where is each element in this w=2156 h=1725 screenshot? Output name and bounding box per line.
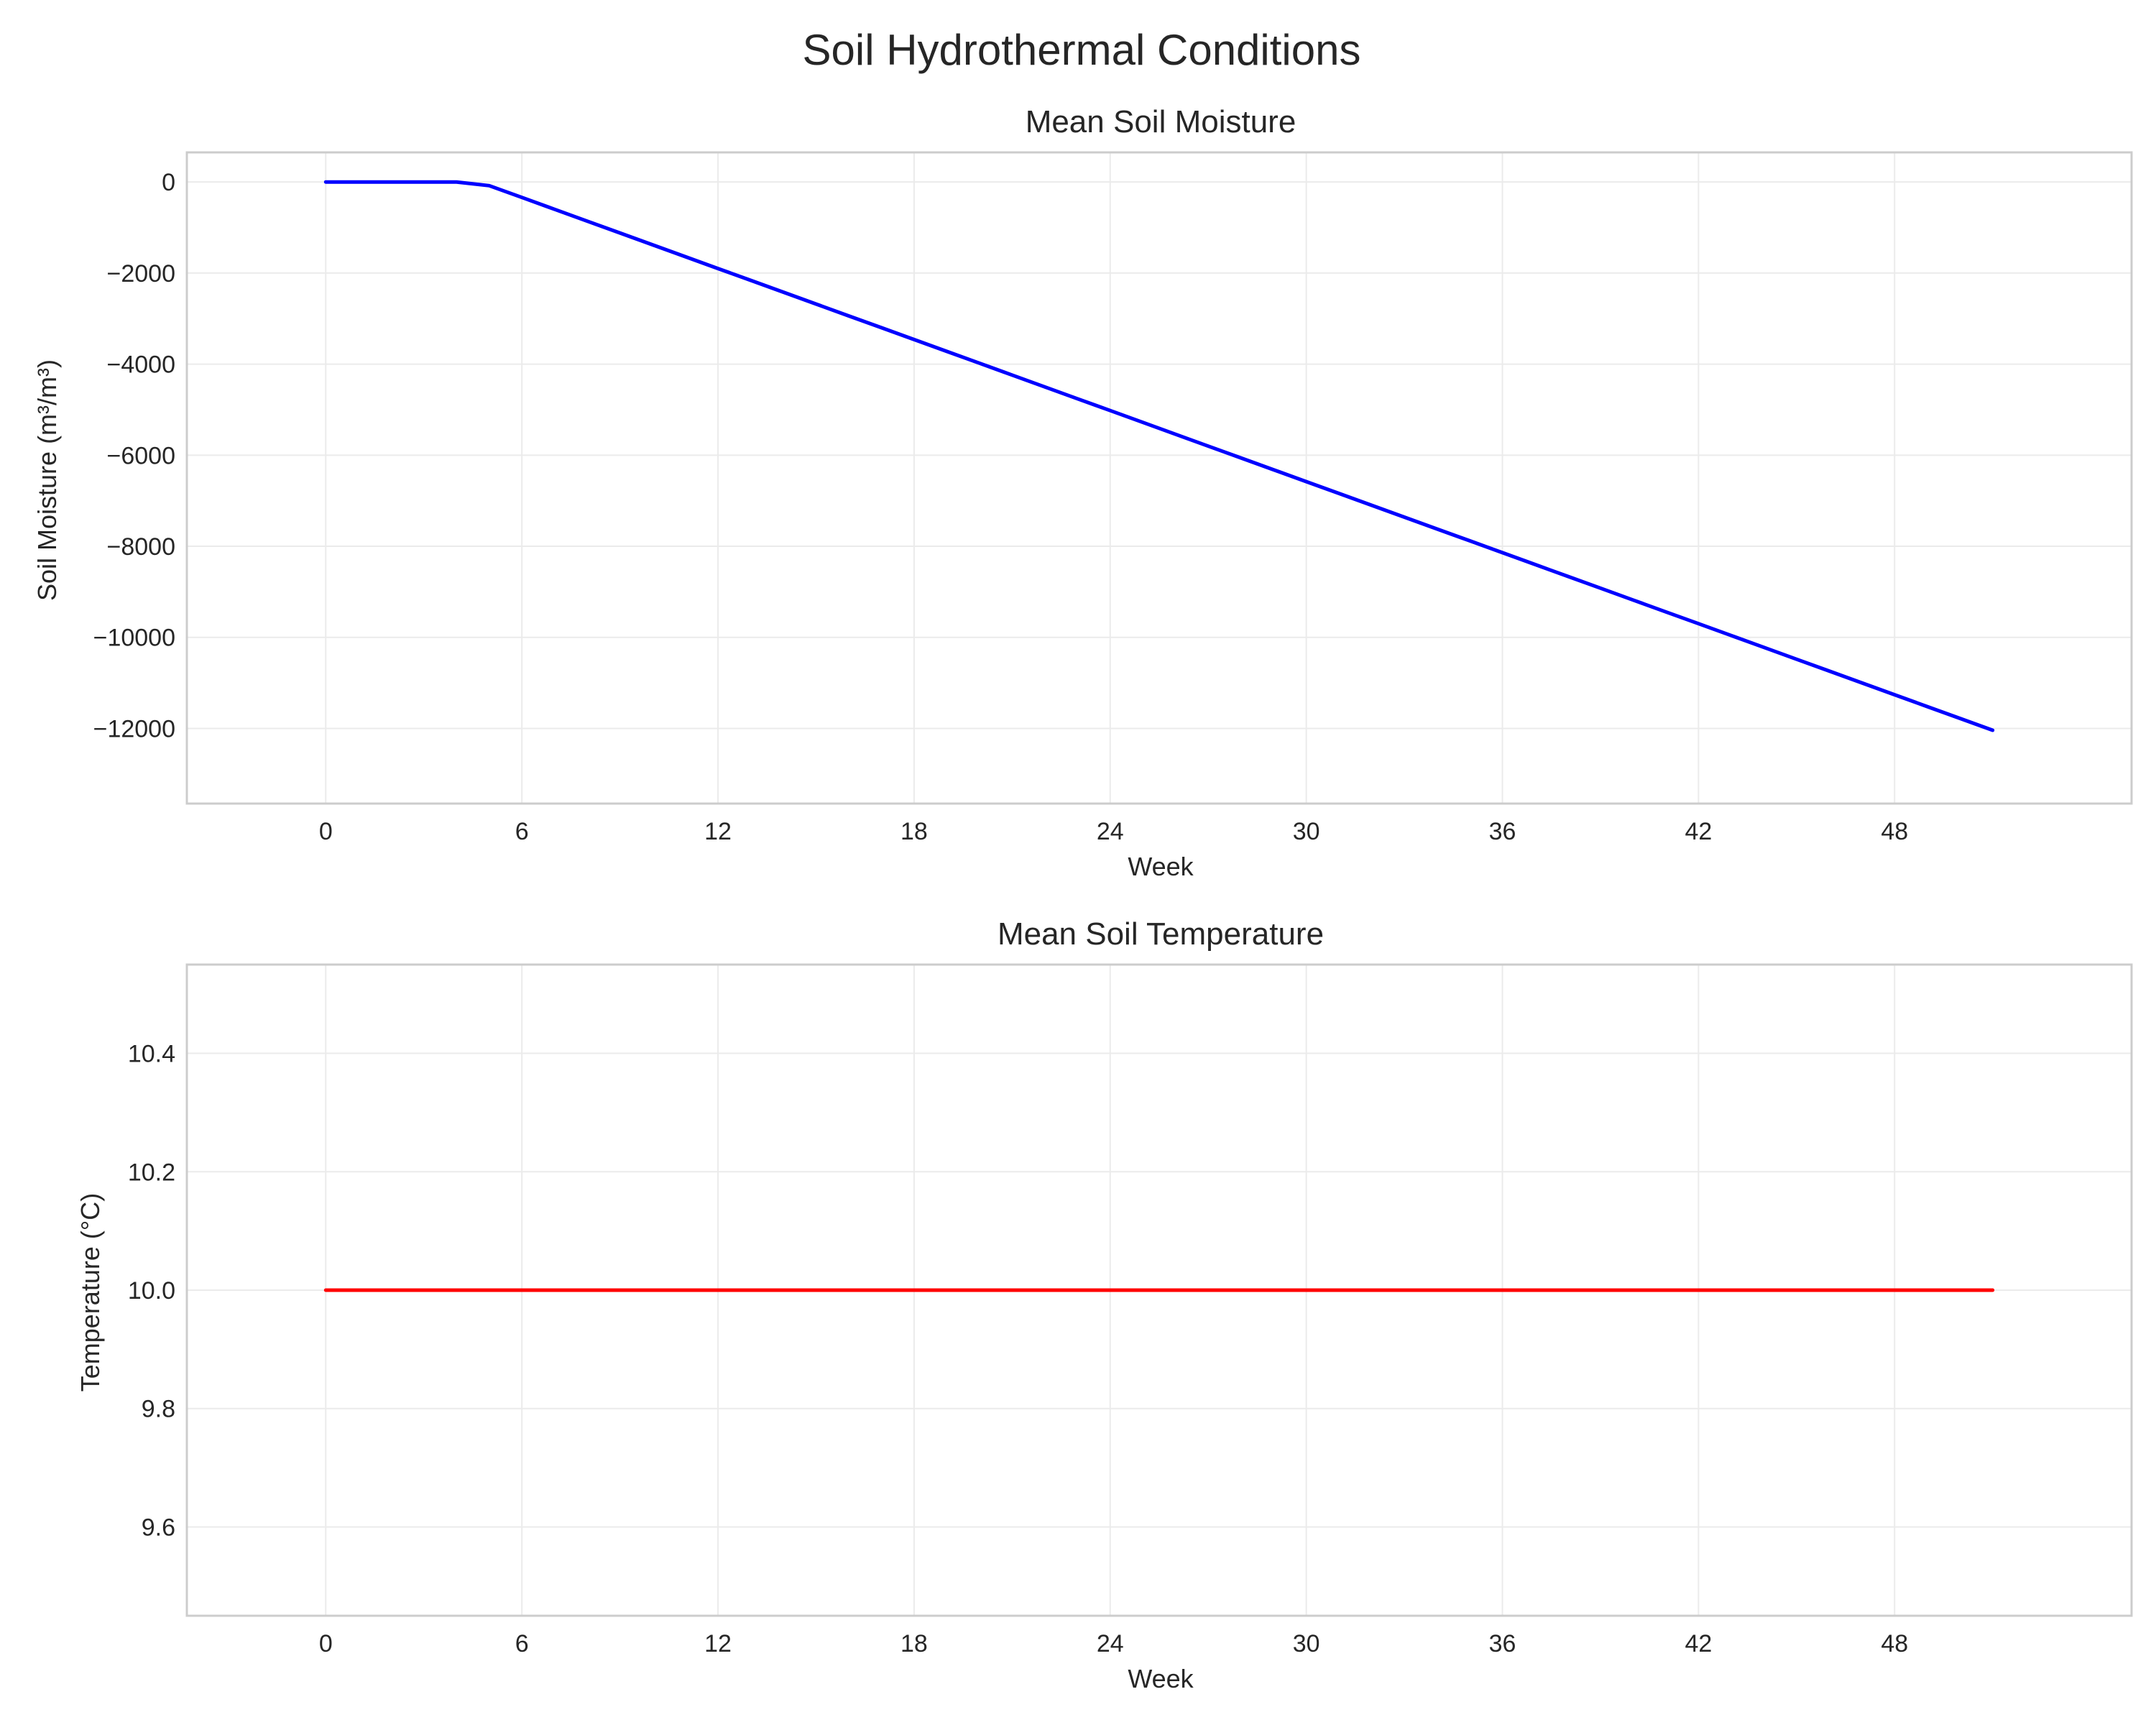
temperature-y-axis-label: Temperature (°C) bbox=[75, 1193, 105, 1392]
temperature-chart-title: Mean Soil Temperature bbox=[998, 916, 1324, 952]
figure-title: Soil Hydrothermal Conditions bbox=[802, 26, 1360, 74]
moisture-y-tick-label: −8000 bbox=[107, 533, 176, 561]
moisture-y-axis-label: Soil Moisture (m³/m³) bbox=[32, 359, 62, 601]
temperature-x-tick-label: 36 bbox=[1489, 1630, 1516, 1657]
temperature-y-tick-label: 9.6 bbox=[142, 1514, 175, 1541]
temperature-y-tick-label: 10.2 bbox=[128, 1159, 175, 1186]
temperature-plot-frame bbox=[185, 963, 2133, 1617]
moisture-y-tick-label: −4000 bbox=[107, 351, 176, 379]
temperature-y-tick-label: 9.8 bbox=[142, 1396, 175, 1423]
temperature-x-tick-label: 48 bbox=[1881, 1630, 1908, 1657]
moisture-x-tick-label: 24 bbox=[1097, 818, 1124, 845]
moisture-y-tick-label: −2000 bbox=[107, 260, 176, 288]
moisture-plot-frame bbox=[185, 151, 2133, 805]
temperature-panel: Mean Soil Temperature Week Temperature (… bbox=[75, 916, 2133, 1693]
temperature-x-tick-label: 6 bbox=[515, 1630, 529, 1657]
temperature-x-tick-label: 30 bbox=[1293, 1630, 1320, 1657]
temperature-x-tick-label: 24 bbox=[1097, 1630, 1124, 1657]
moisture-y-tick-label: 0 bbox=[162, 169, 175, 196]
moisture-x-tick-label: 42 bbox=[1685, 818, 1712, 845]
moisture-y-tick-label: −10000 bbox=[93, 625, 175, 652]
moisture-x-tick-label: 12 bbox=[704, 818, 732, 845]
moisture-x-tick-label: 0 bbox=[319, 818, 333, 845]
temperature-x-tick-label: 0 bbox=[319, 1630, 333, 1657]
temperature-y-tick-label: 10.4 bbox=[128, 1041, 175, 1068]
moisture-x-tick-label: 6 bbox=[515, 818, 529, 845]
temperature-x-tick-label: 42 bbox=[1685, 1630, 1712, 1657]
moisture-x-tick-label: 36 bbox=[1489, 818, 1516, 845]
moisture-y-tick-label: −12000 bbox=[93, 715, 175, 742]
moisture-chart-title: Mean Soil Moisture bbox=[1026, 104, 1296, 139]
moisture-y-tick-label: −6000 bbox=[107, 442, 176, 469]
temperature-x-tick-label: 12 bbox=[704, 1630, 732, 1657]
temperature-y-tick-label: 10.0 bbox=[128, 1277, 175, 1305]
moisture-x-tick-label: 30 bbox=[1293, 818, 1320, 845]
moisture-grid bbox=[187, 152, 2132, 804]
moisture-panel: Mean Soil Moisture Week Soil Moisture (m… bbox=[32, 104, 2133, 881]
temperature-x-tick-label: 18 bbox=[900, 1630, 928, 1657]
moisture-x-axis-label: Week bbox=[1128, 852, 1194, 881]
moisture-series-line bbox=[323, 180, 1995, 732]
temperature-x-axis-label: Week bbox=[1128, 1664, 1194, 1693]
moisture-x-tick-label: 18 bbox=[900, 818, 928, 845]
moisture-x-tick-label: 48 bbox=[1881, 818, 1908, 845]
